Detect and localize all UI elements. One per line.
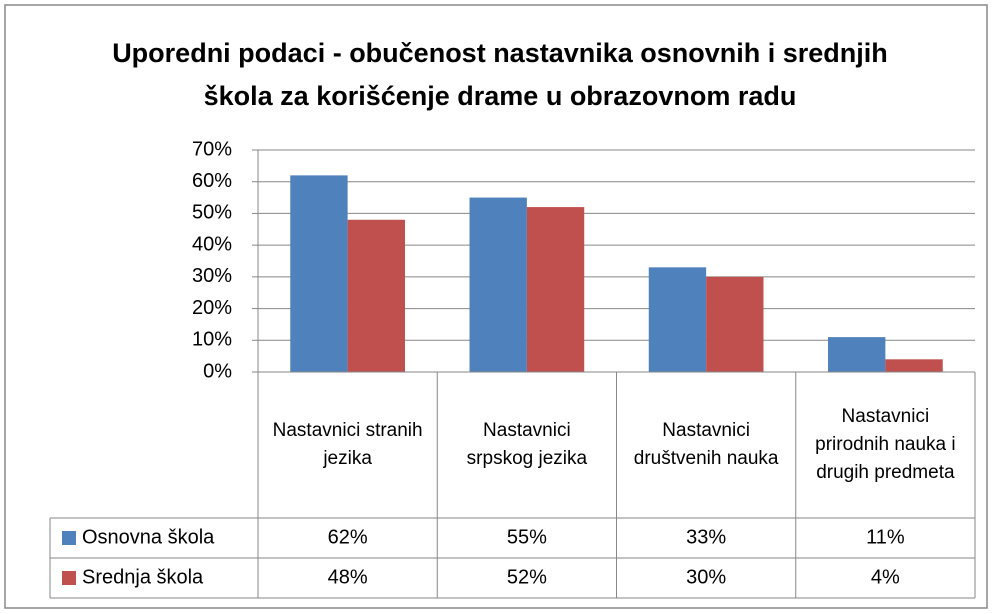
y-tick-label: 60% [192,170,232,192]
bar [706,276,764,372]
bar [526,207,585,372]
bar [648,267,707,372]
category-label: Nastavnici srpskog jezika [466,420,588,469]
y-tick-label: 0% [203,360,232,382]
value-label: 62% [328,526,368,548]
y-tick-label: 30% [192,265,232,287]
bar [347,219,405,372]
legend-swatch [62,531,76,545]
value-label: 4% [871,566,900,588]
category-label: Nastavnici stranih jezika [272,420,423,469]
chart-title: Uporedni podaci - obučenost nastavnika o… [112,38,888,111]
value-label: 33% [686,526,726,548]
bar [828,337,886,372]
value-label: 30% [686,566,726,588]
legend-label: Osnovna škola [82,526,215,548]
bar [290,175,348,372]
y-tick-label: 40% [192,233,232,255]
value-label: 48% [328,566,368,588]
y-tick-label: 20% [192,297,232,319]
category-label: Nastavnici prirodnih nauka i drugih pred… [815,406,956,483]
category-label: Nastavnici društvenih nauka [633,420,779,469]
y-tick-label: 50% [192,202,232,224]
legend-swatch [62,571,76,585]
y-tick-label: 70% [192,138,232,160]
value-label: 52% [507,566,547,588]
bar [885,359,943,372]
y-tick-label: 10% [192,329,232,351]
bar [469,197,527,372]
legend-label: Srednja škola [82,566,204,588]
value-label: 55% [507,526,547,548]
value-label: 11% [866,526,905,548]
